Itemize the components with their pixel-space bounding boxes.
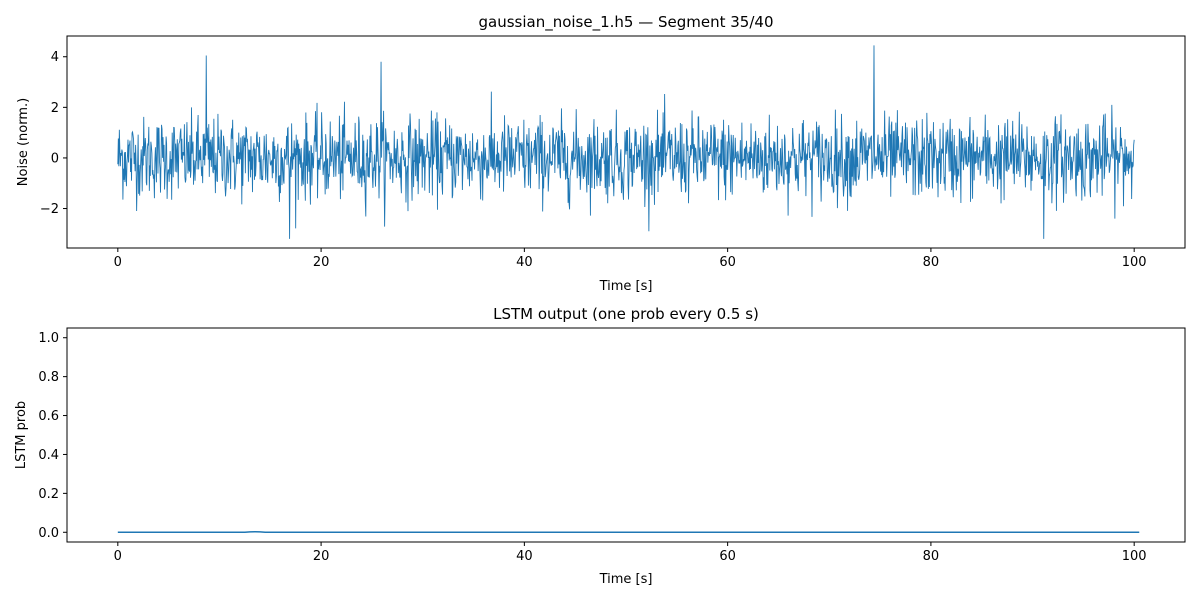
y-tick-label: 0.4: [38, 448, 59, 463]
noise-series-line: [117, 45, 1135, 239]
bottom-y-label: LSTM prob: [14, 401, 29, 469]
bottom-x-label: Time [s]: [599, 572, 653, 587]
x-tick-label: 40: [516, 255, 533, 270]
x-tick-label: 100: [1122, 549, 1147, 564]
axes-frame: [66, 35, 1186, 249]
top-x-label: Time [s]: [599, 279, 653, 294]
y-tick-label: −2: [40, 202, 59, 217]
bottom-chart-title: LSTM output (one prob every 0.5 s): [493, 305, 759, 323]
y-tick-label: 0.2: [38, 487, 59, 502]
lstm-axes: 0 20 40 60 80 100 0.0 0.2 0.4 0.6 0.8 1.0: [38, 327, 1186, 564]
y-tick-label: 2: [51, 101, 59, 116]
y-tick-label: 0.8: [38, 370, 59, 385]
x-tick-label: 60: [719, 255, 736, 270]
y-tick-label: 0.0: [38, 526, 59, 541]
x-tick-label: 80: [923, 255, 940, 270]
x-tick-label: 0: [114, 549, 122, 564]
x-tick-label: 100: [1122, 255, 1147, 270]
top-chart-title: gaussian_noise_1.h5 — Segment 35/40: [478, 13, 773, 32]
x-tick-label: 60: [719, 549, 736, 564]
x-tick-label: 40: [516, 549, 533, 564]
x-tick-label: 20: [313, 549, 330, 564]
x-tick-label: 0: [114, 255, 122, 270]
axes-frame: [66, 327, 1186, 543]
lstm-prob-series-line: [117, 530, 1140, 534]
x-tick-label: 20: [313, 255, 330, 270]
noise-axes: 0 20 40 60 80 100 −2 0 2 4: [40, 35, 1186, 270]
y-tick-label: 1.0: [38, 331, 59, 346]
y-tick-label: 0: [51, 151, 59, 166]
x-tick-label: 80: [923, 549, 940, 564]
y-tick-label: 4: [51, 50, 59, 65]
top-y-label: Noise (norm.): [16, 98, 31, 186]
y-tick-label: 0.6: [38, 409, 59, 424]
